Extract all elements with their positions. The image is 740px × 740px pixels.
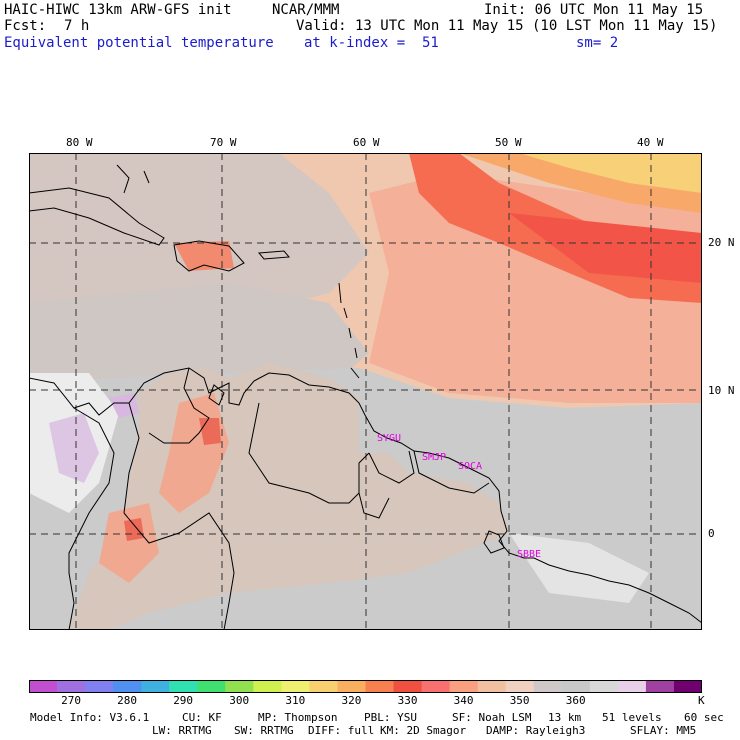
- lat-label-0: 0: [708, 527, 715, 540]
- andes-warm-2: [99, 503, 159, 583]
- colorbar-swatch: [225, 680, 254, 693]
- footer-levels: 51 levels: [602, 711, 662, 724]
- colorbar-swatch: [589, 680, 619, 693]
- footer-model-info: Model Info: V3.6.1: [30, 711, 150, 724]
- lon-label-80w: 80 W: [66, 136, 93, 149]
- colorbar-swatch: [57, 680, 86, 693]
- colorbar-swatch: [449, 680, 479, 693]
- colorbar-frame: [29, 680, 702, 693]
- warm-band-yellow: [519, 153, 702, 193]
- colorbar-swatch: [561, 680, 591, 693]
- footer-timestep: 60 sec: [684, 711, 724, 724]
- colorbar-swatch: [253, 680, 282, 693]
- lon-label-40w: 40 W: [637, 136, 664, 149]
- map-frame: [29, 153, 702, 630]
- colorbar-swatch: [113, 680, 142, 693]
- colorbar-swatch: [29, 680, 58, 693]
- footer-diff: DIFF: full: [308, 724, 375, 737]
- smooth-label: sm= 2: [576, 35, 619, 51]
- lat-label-10n: 10 N: [708, 384, 735, 397]
- colorbar-swatch: [197, 680, 226, 693]
- colorbar-swatch: [85, 680, 114, 693]
- coastlines: [29, 164, 702, 630]
- station-label-sygu: SYGU: [377, 433, 401, 444]
- fcst-value: 7 h: [64, 18, 90, 34]
- grey-band-center: [29, 283, 369, 393]
- footer-mp: MP: Thompson: [258, 711, 338, 724]
- footer-pbl: PBL: YSU: [364, 711, 417, 724]
- colorbar-swatch: [281, 680, 310, 693]
- lon-label-60w: 60 W: [353, 136, 380, 149]
- colorbar: [29, 680, 702, 693]
- colorbar-swatch: [673, 680, 702, 693]
- andes-hot-2: [124, 518, 144, 541]
- colorbar-unit: K: [698, 694, 705, 707]
- valid-time: Valid: 13 UTC Mon 11 May 15 (10 LST Mon …: [296, 18, 718, 34]
- fcst-label: Fcst:: [4, 18, 47, 34]
- colorbar-tick-label: 350: [509, 694, 530, 707]
- purple-patch-1: [49, 413, 99, 483]
- colorbar-tick-label: 280: [117, 694, 137, 707]
- colorbar-tick-label: 290: [173, 694, 194, 707]
- lat-label-20n: 20 N: [708, 236, 735, 249]
- footer-sw: SW: RRTMG: [234, 724, 294, 737]
- footer-sf: SF: Noah LSM: [452, 711, 532, 724]
- footer-km: KM: 2D Smagor: [380, 724, 467, 737]
- colorbar-swatch: [617, 680, 647, 693]
- colorbar-swatch: [169, 680, 198, 693]
- colorbar-tick-label: 340: [453, 694, 474, 707]
- init-time: Init: 06 UTC Mon 11 May 15: [484, 2, 704, 18]
- colorbar-swatch: [645, 680, 675, 693]
- footer-sflay: SFLAY: MM5: [630, 724, 697, 737]
- footer-cu: CU: KF: [182, 711, 222, 724]
- pale-patch-south: [509, 533, 649, 603]
- level-label: at k-index = 51: [304, 35, 439, 51]
- org-label: NCAR/MMM: [272, 2, 340, 18]
- lon-label-50w: 50 W: [495, 136, 522, 149]
- model-title: HAIC-HIWC 13km ARW-GFS init: [4, 2, 232, 18]
- colorbar-swatch: [337, 680, 366, 693]
- colorbar-swatch: [505, 680, 535, 693]
- hispaniola-warm: [174, 241, 234, 271]
- colorbar-tick-label: 270: [61, 694, 81, 707]
- colorbar-swatch: [477, 680, 507, 693]
- colorbar-tick-label: 320: [341, 694, 362, 707]
- theta-e-map: SYGU SMJP SOCA SBBE: [29, 153, 702, 630]
- station-label-sbbe: SBBE: [517, 549, 541, 560]
- colorbar-swatch: [533, 680, 563, 693]
- colorbar-swatch: [365, 680, 395, 693]
- colorbar-tick-label: 300: [229, 694, 250, 707]
- footer-damp: DAMP: Rayleigh3: [486, 724, 586, 737]
- colorbar-tick-label: 360: [565, 694, 586, 707]
- lon-label-70w: 70 W: [210, 136, 237, 149]
- warm-band-red-2: [509, 213, 702, 283]
- colorbar-swatch: [141, 680, 170, 693]
- colorbar-swatch: [393, 680, 423, 693]
- colorbar-tick-label: 310: [285, 694, 306, 707]
- station-label-soca: SOCA: [458, 461, 482, 472]
- footer-lw: LW: RRTMG: [152, 724, 212, 737]
- station-label-smjp: SMJP: [422, 452, 446, 463]
- field-name: Equivalent potential temperature: [4, 35, 274, 51]
- footer-resolution: 13 km: [548, 711, 582, 724]
- colorbar-tick-label: 330: [397, 694, 418, 707]
- colorbar-swatch: [421, 680, 451, 693]
- colorbar-swatch: [309, 680, 338, 693]
